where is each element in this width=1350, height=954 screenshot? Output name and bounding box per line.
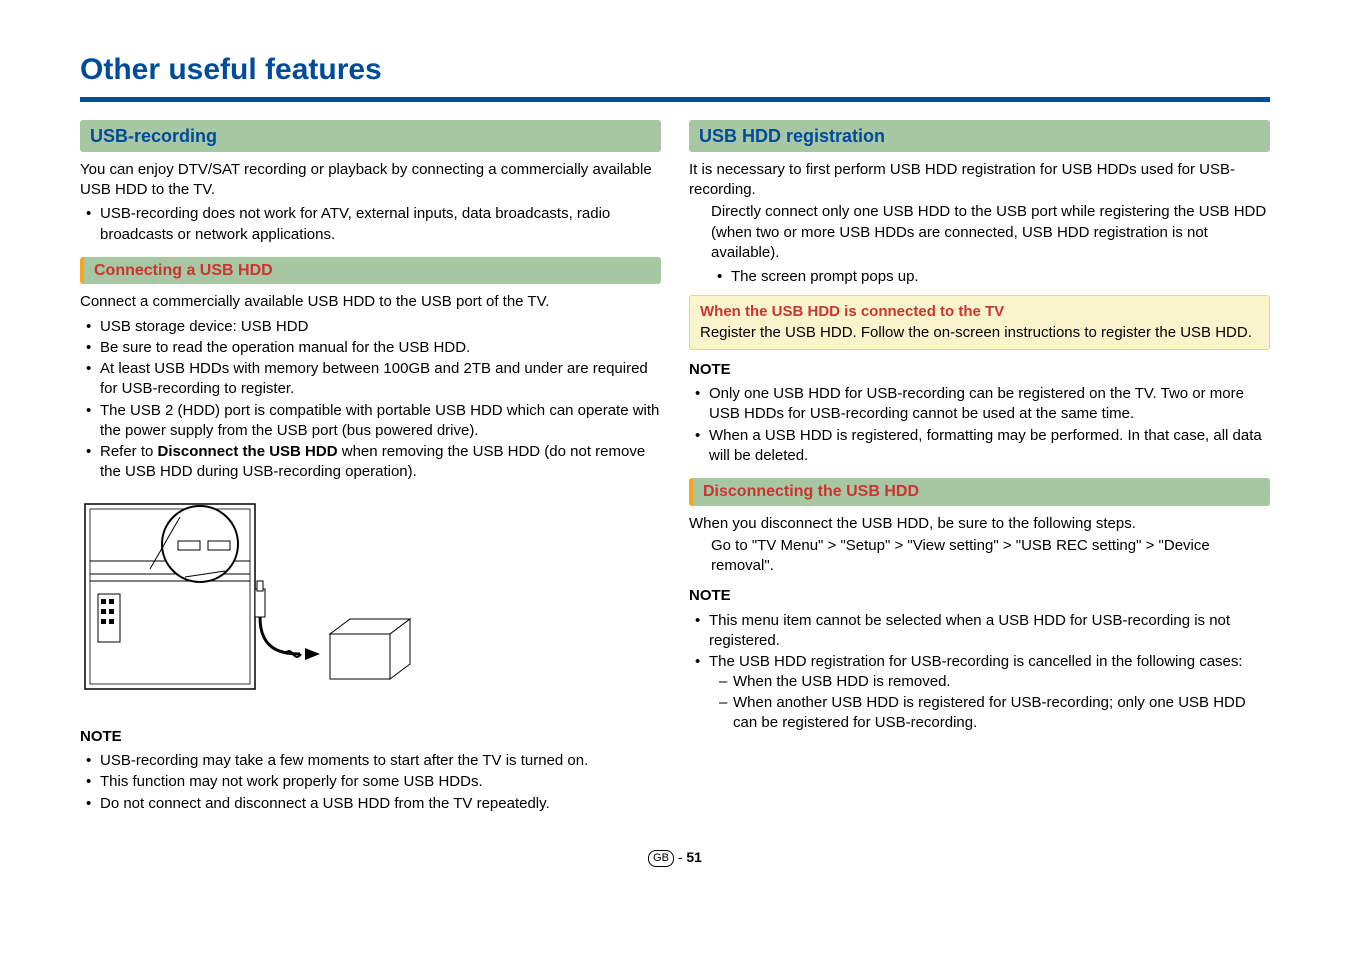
page-number: 51 [686,849,702,865]
list-item: Refer to Disconnect the USB HDD when rem… [86,442,661,483]
bullet-list: USB-recording does not work for ATV, ext… [80,204,661,245]
bullet-list: This menu item cannot be selected when a… [689,611,1270,734]
note-heading: NOTE [689,586,1270,606]
indented-block: Go to "TV Menu" > "Setup" > "View settin… [689,536,1270,577]
list-item: When a USB HDD is registered, formatting… [695,426,1270,467]
dash-list: When the USB HDD is removed. When anothe… [709,672,1270,733]
list-item: USB storage device: USB HDD [86,317,661,337]
callout-title: When the USB HDD is connected to the TV [700,302,1259,322]
bold-text: Disconnect the USB HDD [158,443,338,460]
list-item: The USB 2 (HDD) port is compatible with … [86,401,661,442]
note-heading: NOTE [80,727,661,747]
section-usb-recording: USB-recording [80,120,661,152]
list-item: The screen prompt pops up. [717,267,1270,287]
list-item: The USB HDD registration for USB-recordi… [695,652,1270,733]
list-item: When the USB HDD is removed. [719,672,1270,692]
page-title: Other useful features [80,50,1270,91]
right-column: USB HDD registration It is necessary to … [689,120,1270,818]
body-text: You can enjoy DTV/SAT recording or playb… [80,160,661,201]
list-item: When another USB HDD is registered for U… [719,693,1270,734]
body-text: Go to "TV Menu" > "Setup" > "View settin… [711,536,1270,577]
page-footer: GB - 51 [80,848,1270,867]
bullet-list: The screen prompt pops up. [711,267,1270,287]
left-column: USB-recording You can enjoy DTV/SAT reco… [80,120,661,818]
list-item: Only one USB HDD for USB-recording can b… [695,384,1270,425]
note-heading: NOTE [689,360,1270,380]
callout-body: Register the USB HDD. Follow the on-scre… [700,323,1259,343]
list-item: USB-recording does not work for ATV, ext… [86,204,661,245]
region-badge: GB [648,850,674,867]
body-text: Connect a commercially available USB HDD… [80,292,661,312]
list-item: This menu item cannot be selected when a… [695,611,1270,652]
bullet-list: Only one USB HDD for USB-recording can b… [689,384,1270,466]
text: The USB HDD registration for USB-recordi… [709,653,1243,670]
subsection-disconnecting: Disconnecting the USB HDD [689,478,1270,506]
list-item: USB-recording may take a few moments to … [86,751,661,771]
body-text: Directly connect only one USB HDD to the… [711,202,1270,263]
body-text: When you disconnect the USB HDD, be sure… [689,514,1270,534]
list-item: At least USB HDDs with memory between 10… [86,359,661,400]
content-columns: USB-recording You can enjoy DTV/SAT reco… [80,120,1270,818]
bullet-list: USB-recording may take a few moments to … [80,751,661,814]
list-item: Be sure to read the operation manual for… [86,338,661,358]
subsection-connecting: Connecting a USB HDD [80,257,661,285]
text: Refer to [100,443,158,460]
indented-block: Directly connect only one USB HDD to the… [689,202,1270,287]
tv-hdd-illustration [80,499,440,699]
bullet-list: USB storage device: USB HDD Be sure to r… [80,317,661,483]
callout-box: When the USB HDD is connected to the TV … [689,295,1270,350]
section-usb-hdd-registration: USB HDD registration [689,120,1270,152]
title-rule [80,97,1270,102]
list-item: This function may not work properly for … [86,772,661,792]
manual-page: Other useful features USB-recording You … [0,0,1350,897]
list-item: Do not connect and disconnect a USB HDD … [86,794,661,814]
body-text: It is necessary to first perform USB HDD… [689,160,1270,201]
